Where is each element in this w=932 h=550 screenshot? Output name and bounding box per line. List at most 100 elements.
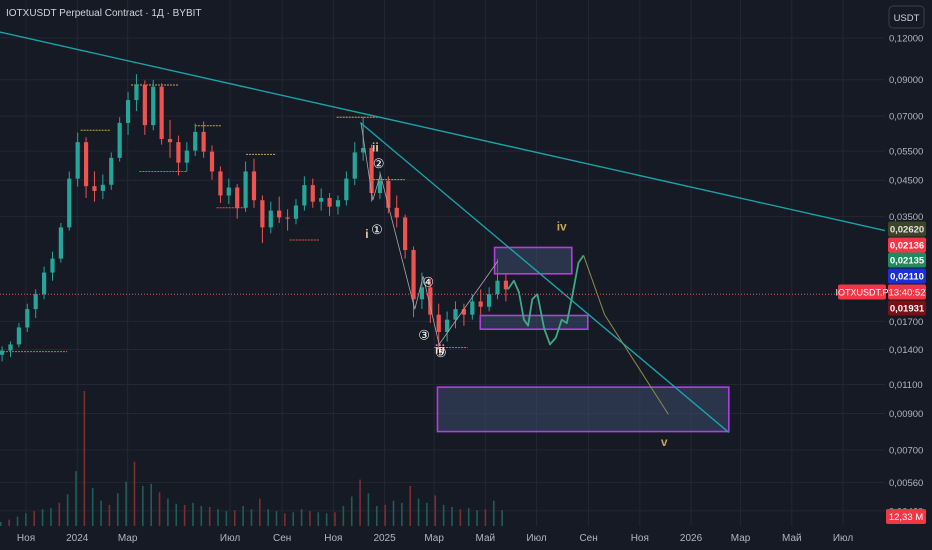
volume-bar xyxy=(417,498,420,526)
price-axis[interactable]: 0,12000 0,09000 0,07000 0,05500 0,04500 0,035… xyxy=(889,34,923,518)
price-tick-label: 0,01100 xyxy=(889,380,923,391)
candle-body xyxy=(0,350,5,355)
candle-body xyxy=(487,294,492,307)
volume-bar xyxy=(33,511,36,526)
wave-label: iii xyxy=(435,343,445,357)
zone-middle[interactable] xyxy=(479,314,589,331)
price-tick-label: 0,12000 xyxy=(889,34,923,45)
volume-bar xyxy=(284,513,286,526)
candle-body xyxy=(33,294,38,310)
price-badge xyxy=(888,252,926,268)
candle-body xyxy=(302,185,307,206)
volume-bar xyxy=(91,488,94,526)
candle-body xyxy=(411,250,416,300)
time-tick-label: Ноя xyxy=(324,533,342,544)
volume-bar xyxy=(334,512,336,526)
wave-label: ii xyxy=(372,141,379,155)
time-tick-label: Ноя xyxy=(631,533,649,544)
candle-body xyxy=(193,131,198,151)
zone-upper[interactable] xyxy=(493,246,573,275)
candle-body xyxy=(495,280,500,295)
trendline-long-term[interactable] xyxy=(0,31,886,232)
volume-bar xyxy=(267,509,269,526)
volume-bar xyxy=(158,492,161,526)
candle-body xyxy=(419,287,425,300)
volume-bar xyxy=(250,509,253,526)
candle-body xyxy=(25,309,30,328)
price-tick-label: 0,00700 xyxy=(889,446,923,457)
candle-body xyxy=(92,186,97,191)
chart-title: IOTXUSDT Perpetual Contract · 1Д · BYBIT xyxy=(6,8,202,19)
volume-bar xyxy=(183,504,186,526)
volume-bar xyxy=(367,493,370,526)
volume-bar xyxy=(342,505,345,526)
candle-body xyxy=(151,86,156,126)
volume-bar xyxy=(492,500,495,526)
wave-paths xyxy=(360,123,669,415)
volume-bar xyxy=(41,509,44,526)
candle-body xyxy=(377,180,383,194)
volume-bar xyxy=(275,511,278,526)
candle-body xyxy=(142,84,147,126)
price-tick-label: 0,04500 xyxy=(889,176,923,187)
volume-bar xyxy=(208,507,211,526)
time-tick-label: Июл xyxy=(220,533,240,544)
volume-bar xyxy=(108,504,111,526)
time-tick-label: Мар xyxy=(118,533,138,544)
trendline-mid-term[interactable] xyxy=(359,121,730,433)
candle-body xyxy=(478,301,483,307)
wave-circled-label: ③ xyxy=(418,327,430,342)
candle-body xyxy=(293,205,299,219)
volume-bar xyxy=(242,505,244,526)
volume-bar xyxy=(426,502,428,526)
candle-body xyxy=(134,84,139,101)
time-tick-label: Июл xyxy=(526,533,546,544)
currency-button[interactable]: USDT xyxy=(888,5,925,29)
candle-body xyxy=(436,314,441,332)
time-tick-label: Сен xyxy=(579,533,597,544)
candle-body xyxy=(285,217,290,219)
price-tick-label: 0,01400 xyxy=(889,345,923,356)
volume-bar xyxy=(225,511,228,526)
time-tick-label: Мар xyxy=(424,533,444,544)
volume-bar xyxy=(16,516,19,526)
candle-body xyxy=(344,178,349,201)
candle-body xyxy=(327,198,332,207)
price-tick-label: 0,07000 xyxy=(889,112,923,123)
price-tick-label: 0,00560 xyxy=(889,478,923,489)
candle-body xyxy=(243,171,248,208)
price-badge-text: 0,02110 xyxy=(890,272,924,283)
candle-body xyxy=(428,287,433,315)
wave-label: v xyxy=(661,435,668,449)
volume-bar xyxy=(25,513,27,526)
candle-body xyxy=(277,210,282,218)
volume-bar xyxy=(75,471,77,526)
time-tick-label: 2024 xyxy=(66,533,89,544)
candle-body xyxy=(503,280,508,290)
candle-body xyxy=(251,171,257,201)
time-tick-label: Июл xyxy=(833,533,853,544)
time-tick-label: Мар xyxy=(731,533,751,544)
volume-bar xyxy=(142,485,144,526)
candle-body xyxy=(403,217,408,251)
candle-body xyxy=(117,122,122,158)
candle-body xyxy=(41,272,47,295)
candle-body xyxy=(260,200,265,228)
price-badge-text: 0,02620 xyxy=(890,225,924,236)
symbol-badge-text: IOTXUSDT.P xyxy=(835,288,888,298)
price-tick-label: 0,03500 xyxy=(889,212,923,223)
countdown-badge xyxy=(888,284,926,300)
volume-bar xyxy=(150,483,152,526)
volume-bar xyxy=(451,507,453,526)
time-tick-label: Сен xyxy=(273,533,291,544)
volume-bar xyxy=(167,498,169,526)
volume-bar xyxy=(325,513,328,526)
candle-body xyxy=(176,142,181,163)
zone-lower[interactable] xyxy=(436,386,730,433)
time-axis[interactable]: Ноя 2024 Мар Июл Сен Ноя 2025 Мар Май Июл Сен Ноя 20… xyxy=(17,533,853,544)
target-zones xyxy=(436,246,730,433)
price-badge-text: 0,02135 xyxy=(890,256,925,267)
projection-path xyxy=(583,255,669,415)
volume-bar xyxy=(434,495,437,526)
